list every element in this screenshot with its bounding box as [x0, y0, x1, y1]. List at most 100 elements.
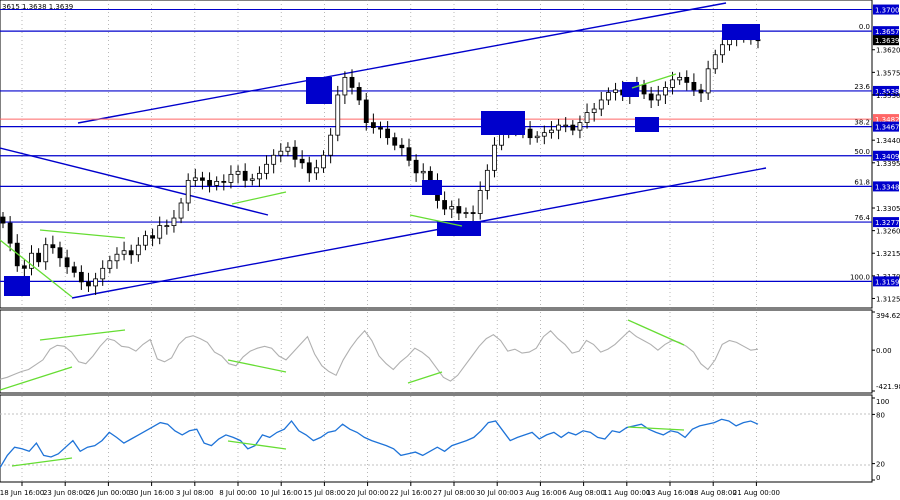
- price-tag-label: 1.3657: [875, 28, 900, 36]
- rsi-label: 20: [876, 461, 885, 469]
- candle-body: [93, 278, 98, 287]
- candle-body: [214, 180, 220, 186]
- candle-body: [363, 99, 369, 123]
- candle-body: [200, 177, 205, 181]
- price-tag-label: 1.3348: [875, 183, 900, 191]
- divergence-lines-cci: [0, 319, 685, 391]
- candle-body: [143, 235, 148, 246]
- cci-line: [0, 329, 759, 382]
- candle-body: [570, 124, 576, 131]
- candle-body: [456, 206, 462, 214]
- candle-body: [150, 235, 155, 239]
- highlight-box: [306, 77, 332, 104]
- price-label: 1.3395: [876, 160, 900, 168]
- rsi-panel[interactable]: [0, 394, 873, 483]
- candle-body: [492, 144, 497, 171]
- candle-body: [157, 225, 163, 239]
- candle-body: [171, 217, 177, 227]
- candle-body: [406, 147, 412, 161]
- candle-body: [335, 94, 341, 136]
- price-label: 1.3125: [876, 295, 900, 303]
- candle-body: [207, 179, 212, 186]
- candle-body: [712, 54, 718, 70]
- price-tag: [873, 181, 899, 192]
- highlight-box: [722, 24, 760, 40]
- candle-body: [306, 162, 312, 174]
- highlight-box: [437, 221, 481, 236]
- fib-level-label: 76.4: [854, 214, 870, 222]
- rsi-axis: 100 80 20 0: [872, 397, 889, 482]
- time-label: 15 Jul 08:00: [303, 489, 345, 497]
- time-label: 20 Jul 00:00: [347, 489, 389, 497]
- highlight-boxes: [4, 24, 760, 296]
- candle-body: [36, 252, 42, 263]
- time-label: 30 Jun 16:00: [129, 489, 173, 497]
- candle-body: [78, 271, 84, 283]
- candle-body: [342, 76, 348, 96]
- price-tag: [873, 150, 899, 161]
- price-tag: [873, 217, 899, 228]
- candle-body: [114, 253, 120, 262]
- candle-body: [135, 244, 141, 256]
- candle-body: [584, 112, 590, 123]
- candle-body: [64, 257, 70, 268]
- candle-body: [164, 225, 170, 228]
- fib-level-label: 0.0: [859, 23, 870, 31]
- price-tag-label: 1.3639: [875, 37, 900, 45]
- candle-body: [328, 134, 334, 156]
- candle-body: [100, 267, 106, 280]
- time-label: 18 Aug 08:00: [690, 489, 737, 497]
- candle-body: [370, 122, 376, 129]
- candle-body: [613, 89, 618, 93]
- candle-body: [413, 159, 419, 174]
- price-label: 1.3530: [876, 92, 900, 100]
- cci-panel[interactable]: [0, 309, 873, 394]
- cci-label: -421.9874: [876, 383, 900, 391]
- highlight-box: [481, 111, 525, 135]
- price-tag: [873, 85, 899, 96]
- highlight-box: [422, 180, 442, 195]
- candle-body: [50, 244, 56, 249]
- time-label: 22 Jul 16:00: [390, 489, 432, 497]
- candle-body: [641, 84, 647, 95]
- candle-body: [299, 158, 305, 164]
- candle-body: [292, 146, 298, 160]
- time-label: 23 Jun 08:00: [43, 489, 87, 497]
- candle-body: [598, 99, 604, 110]
- highlight-box: [4, 276, 30, 296]
- candle-body: [249, 178, 255, 181]
- candle-body: [399, 144, 405, 149]
- candle-body: [427, 170, 433, 181]
- price-tag: [873, 276, 899, 287]
- price-tag: [873, 121, 899, 132]
- fib-level-label: 23.6: [854, 83, 870, 91]
- price-tag-label: 1.3277: [875, 219, 900, 227]
- candle-body: [691, 81, 697, 91]
- price-label: 1.3215: [876, 250, 900, 258]
- time-label: 10 Jul 16:00: [260, 489, 302, 497]
- time-label: 18 Jun 16:00: [0, 489, 44, 497]
- fib-level-label: 38.2: [854, 119, 870, 127]
- fib-level-label: 50.0: [854, 148, 870, 156]
- candle-body: [278, 150, 284, 156]
- candle-body: [192, 177, 198, 181]
- candle-body: [57, 247, 63, 259]
- price-tag-label: 1.3409: [875, 153, 900, 161]
- divergence-lines-price: [0, 73, 677, 298]
- price-label: 1.3440: [876, 137, 900, 145]
- candle-body: [107, 260, 113, 269]
- price-panel[interactable]: [0, 0, 873, 309]
- descending-trend-line: [0, 147, 269, 216]
- fib-level-label: 100.0: [850, 273, 870, 281]
- cci-axis: 394.6289 0.00 -421.9874: [872, 311, 900, 392]
- divergence-lines-rsi: [11, 426, 685, 467]
- price-tag: [873, 26, 899, 37]
- candle-body: [313, 167, 319, 174]
- price-label: 1.3575: [876, 69, 900, 77]
- price-tag: [873, 114, 899, 125]
- time-label: 21 Aug 00:00: [733, 489, 780, 497]
- candle-body: [21, 265, 27, 269]
- candle-body: [577, 122, 583, 131]
- candle-body: [185, 179, 191, 204]
